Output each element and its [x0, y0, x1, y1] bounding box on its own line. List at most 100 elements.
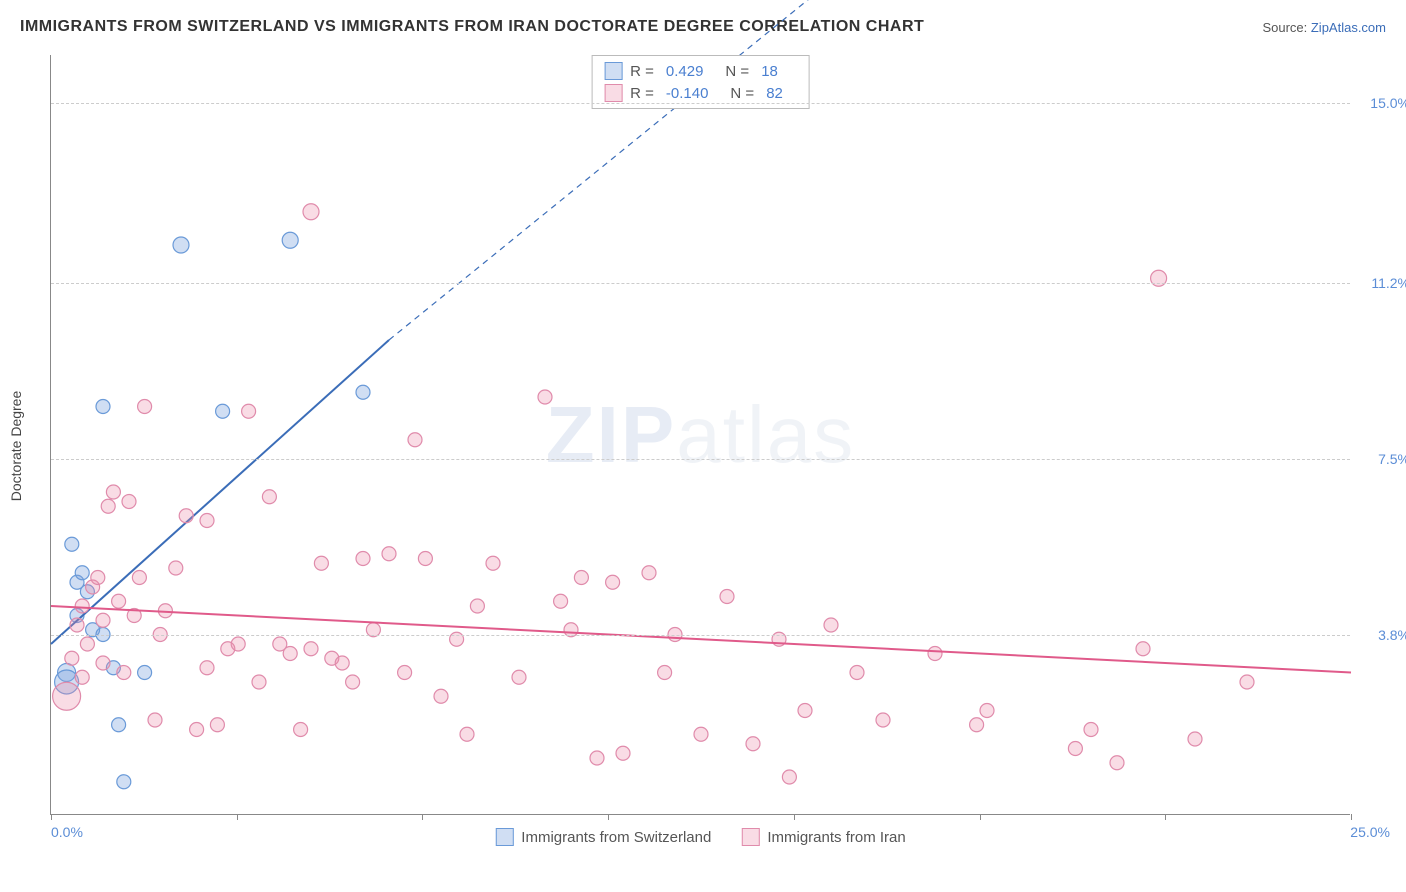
data-point	[91, 571, 105, 585]
data-point	[75, 670, 89, 684]
data-point	[96, 613, 110, 627]
n-label: N =	[725, 63, 749, 80]
data-point	[1136, 642, 1150, 656]
r-label: R =	[630, 63, 654, 80]
data-point	[200, 514, 214, 528]
data-point	[283, 647, 297, 661]
data-point	[554, 594, 568, 608]
data-point	[169, 561, 183, 575]
source-attribution: Source: ZipAtlas.com	[1262, 20, 1386, 35]
data-point	[303, 204, 319, 220]
x-tick-label-max: 25.0%	[1350, 824, 1390, 840]
title-bar: IMMIGRANTS FROM SWITZERLAND VS IMMIGRANT…	[20, 18, 1386, 36]
data-point	[231, 637, 245, 651]
legend-item-switzerland: Immigrants from Switzerland	[495, 828, 711, 846]
x-tick-mark	[1165, 814, 1166, 820]
data-point	[200, 661, 214, 675]
plot-area: ZIPatlas R = 0.429 N = 18 R = -0.140 N =…	[50, 55, 1350, 815]
data-point	[980, 704, 994, 718]
data-point	[190, 723, 204, 737]
gridline	[51, 459, 1350, 460]
swatch-iran	[741, 828, 759, 846]
data-point	[1084, 723, 1098, 737]
data-point	[101, 499, 115, 513]
n-label: N =	[730, 85, 754, 102]
series-legend: Immigrants from Switzerland Immigrants f…	[495, 828, 905, 846]
data-point	[262, 490, 276, 504]
gridline	[51, 103, 1350, 104]
data-point	[782, 770, 796, 784]
data-point	[1110, 756, 1124, 770]
data-point	[418, 552, 432, 566]
data-point	[1068, 742, 1082, 756]
r-value-switzerland: 0.429	[666, 63, 704, 80]
data-point	[574, 571, 588, 585]
x-tick-mark	[51, 814, 52, 820]
y-tick-label: 11.2%	[1371, 275, 1406, 291]
data-point	[356, 552, 370, 566]
data-point	[356, 385, 370, 399]
source-prefix: Source:	[1262, 20, 1310, 35]
data-point	[210, 718, 224, 732]
data-point	[486, 556, 500, 570]
data-point	[294, 723, 308, 737]
data-point	[398, 666, 412, 680]
data-point	[122, 495, 136, 509]
swatch-iran	[604, 84, 622, 102]
data-point	[876, 713, 890, 727]
data-point	[53, 682, 81, 710]
y-tick-label: 7.5%	[1378, 451, 1406, 467]
data-point	[606, 575, 620, 589]
data-point	[720, 590, 734, 604]
data-point	[65, 537, 79, 551]
data-point	[346, 675, 360, 689]
data-point	[138, 400, 152, 414]
legend-label-switzerland: Immigrants from Switzerland	[521, 829, 711, 846]
data-point	[173, 237, 189, 253]
data-point	[460, 727, 474, 741]
x-tick-mark	[422, 814, 423, 820]
data-point	[1240, 675, 1254, 689]
n-value-iran: 82	[766, 85, 783, 102]
stats-legend-box: R = 0.429 N = 18 R = -0.140 N = 82	[591, 55, 810, 109]
stats-row-switzerland: R = 0.429 N = 18	[604, 60, 797, 82]
data-point	[282, 232, 298, 248]
data-point	[616, 746, 630, 760]
data-point	[512, 670, 526, 684]
legend-item-iran: Immigrants from Iran	[741, 828, 905, 846]
data-point	[106, 485, 120, 499]
data-point	[252, 675, 266, 689]
stats-row-iran: R = -0.140 N = 82	[604, 82, 797, 104]
data-point	[850, 666, 864, 680]
trend-line-extrapolated	[389, 0, 857, 340]
data-point	[80, 637, 94, 651]
x-tick-mark	[980, 814, 981, 820]
data-point	[65, 651, 79, 665]
data-point	[132, 571, 146, 585]
data-point	[335, 656, 349, 670]
y-tick-label: 3.8%	[1378, 627, 1406, 643]
data-point	[112, 594, 126, 608]
data-point	[1188, 732, 1202, 746]
y-axis-label: Doctorate Degree	[8, 391, 24, 502]
data-point	[470, 599, 484, 613]
x-tick-mark	[1351, 814, 1352, 820]
data-point	[642, 566, 656, 580]
chart-title: IMMIGRANTS FROM SWITZERLAND VS IMMIGRANT…	[20, 18, 924, 36]
data-point	[382, 547, 396, 561]
data-point	[434, 689, 448, 703]
data-point	[538, 390, 552, 404]
data-point	[148, 713, 162, 727]
source-link[interactable]: ZipAtlas.com	[1311, 20, 1386, 35]
data-point	[590, 751, 604, 765]
x-tick-label-min: 0.0%	[51, 824, 83, 840]
data-point	[75, 599, 89, 613]
chart-svg	[51, 55, 1350, 814]
data-point	[112, 718, 126, 732]
data-point	[117, 775, 131, 789]
data-point	[658, 666, 672, 680]
x-tick-mark	[794, 814, 795, 820]
data-point	[314, 556, 328, 570]
n-value-switzerland: 18	[761, 63, 778, 80]
x-tick-mark	[237, 814, 238, 820]
